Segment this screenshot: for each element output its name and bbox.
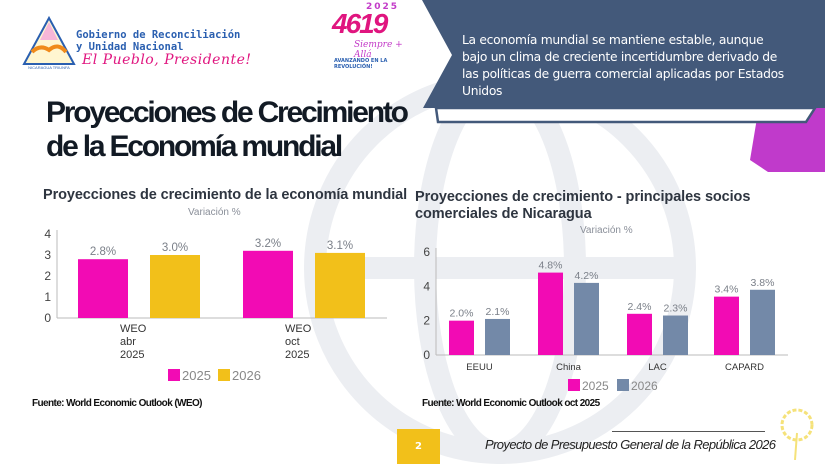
footer-text: Proyecto de Presupuesto General de la Re…: [485, 437, 776, 452]
bar-2025-2: [627, 313, 652, 355]
y-tick-label: 4: [44, 227, 51, 241]
data-label: 4.8%: [539, 260, 563, 272]
bar-2025-0: [449, 320, 474, 355]
bar-2026-3: [750, 289, 775, 355]
data-label: 4.2%: [575, 270, 599, 282]
anniversary-number: 4619: [332, 8, 388, 39]
category-label: 2025: [120, 349, 144, 361]
bar-2026-1: [574, 282, 599, 355]
bar-2025-1: [538, 272, 563, 355]
chart2-title-line2: comerciales de Nicaragua: [415, 206, 592, 222]
category-label: EEUU: [466, 362, 493, 373]
y-tick-label: 0: [423, 348, 430, 362]
legend-swatch-2026: [617, 379, 629, 391]
category-label: abr: [120, 336, 136, 348]
y-tick-label: 2: [44, 269, 51, 283]
legend-swatch-2025: [168, 369, 180, 381]
tree-of-life-icon: [780, 408, 814, 460]
data-label: 2.1%: [486, 306, 510, 318]
data-label: 2.3%: [664, 303, 688, 315]
bar-2026-1: [315, 252, 365, 318]
data-label: 2.8%: [90, 246, 116, 258]
data-label: 2.4%: [628, 301, 652, 313]
banner-text: La economía mundial se mantiene estable,…: [462, 33, 784, 98]
category-label: CAPARD: [725, 362, 764, 373]
bar-2025-3: [714, 296, 739, 355]
anniversary-logo: 2025 4619 Siempre + Allá AVANZANDO EN LA…: [328, 2, 418, 72]
chart1-title: Proyecciones de crecimiento de la econom…: [43, 187, 408, 203]
category-label: WEO: [120, 323, 147, 335]
bar-2025-1: [243, 250, 293, 318]
chart2-plot: 0 2 4 6 2.0% 2.1% EEUU 4.8% 4.2% China 2.4% 2.3% LAC…: [423, 245, 788, 393]
bar-2026-0: [150, 255, 200, 318]
y-tick-label: 3: [44, 248, 51, 262]
chart1-source: Fuente: World Economic Outlook (WEO): [32, 398, 202, 409]
legend-swatch-2026: [218, 369, 230, 381]
category-label: LAC: [648, 362, 667, 373]
category-label: China: [556, 362, 582, 373]
page-title-line2: de la Economía mundial: [46, 130, 343, 163]
chart2-title-line1: Proyecciones de crecimiento - principale…: [415, 189, 751, 205]
bar-2025-0: [78, 259, 128, 318]
bar-2026-2: [663, 315, 688, 355]
y-tick-label: 0: [44, 311, 51, 325]
legend-label: 2025: [582, 379, 609, 393]
legend-label: 2026: [232, 368, 261, 383]
legend-swatch-2025: [568, 379, 580, 391]
bar-2026-0: [485, 318, 510, 355]
government-name-line2: y Unidad Nacional: [76, 41, 184, 53]
chart2-source: Fuente: World Economic Outlook oct 2025: [422, 398, 600, 409]
government-slogan: El Pueblo, Presidente!: [82, 52, 252, 68]
page-title-line1: Proyecciones de Crecimiento: [46, 96, 409, 129]
anniversary-arc-text: AVANZANDO EN LA REVOLUCIÓN!: [334, 58, 388, 70]
y-tick-label: 1: [44, 290, 51, 304]
category-label: WEO: [285, 323, 312, 335]
government-name-line1: Gobierno de Reconciliación: [76, 29, 241, 41]
legend-label: 2025: [182, 368, 211, 383]
y-tick-label: 2: [423, 314, 430, 328]
data-label: 3.8%: [751, 277, 775, 289]
chart2-subtitle: Variación %: [580, 225, 633, 236]
footer-divider: [612, 431, 765, 432]
y-tick-label: 6: [423, 245, 430, 259]
anniversary-year: 2025: [366, 2, 400, 12]
data-label: 3.1%: [327, 240, 353, 252]
logo-ring-text: NICARAGUA TRIUNFA: [28, 65, 70, 70]
category-label: oct: [285, 336, 300, 348]
y-tick-label: 4: [423, 279, 430, 293]
data-label: 2.0%: [450, 308, 474, 320]
anniversary-script: Siempre + Allá: [354, 40, 403, 60]
page-number: 2: [397, 429, 440, 464]
data-label: 3.0%: [162, 242, 188, 254]
government-logo-icon: NICARAGUA TRIUNFA: [22, 15, 76, 70]
legend-label: 2026: [631, 379, 658, 393]
banner-shape: [422, 0, 825, 172]
chart1-subtitle: Variación %: [188, 207, 241, 218]
category-label: 2025: [285, 349, 309, 361]
data-label: 3.2%: [255, 238, 281, 250]
data-label: 3.4%: [715, 284, 739, 296]
